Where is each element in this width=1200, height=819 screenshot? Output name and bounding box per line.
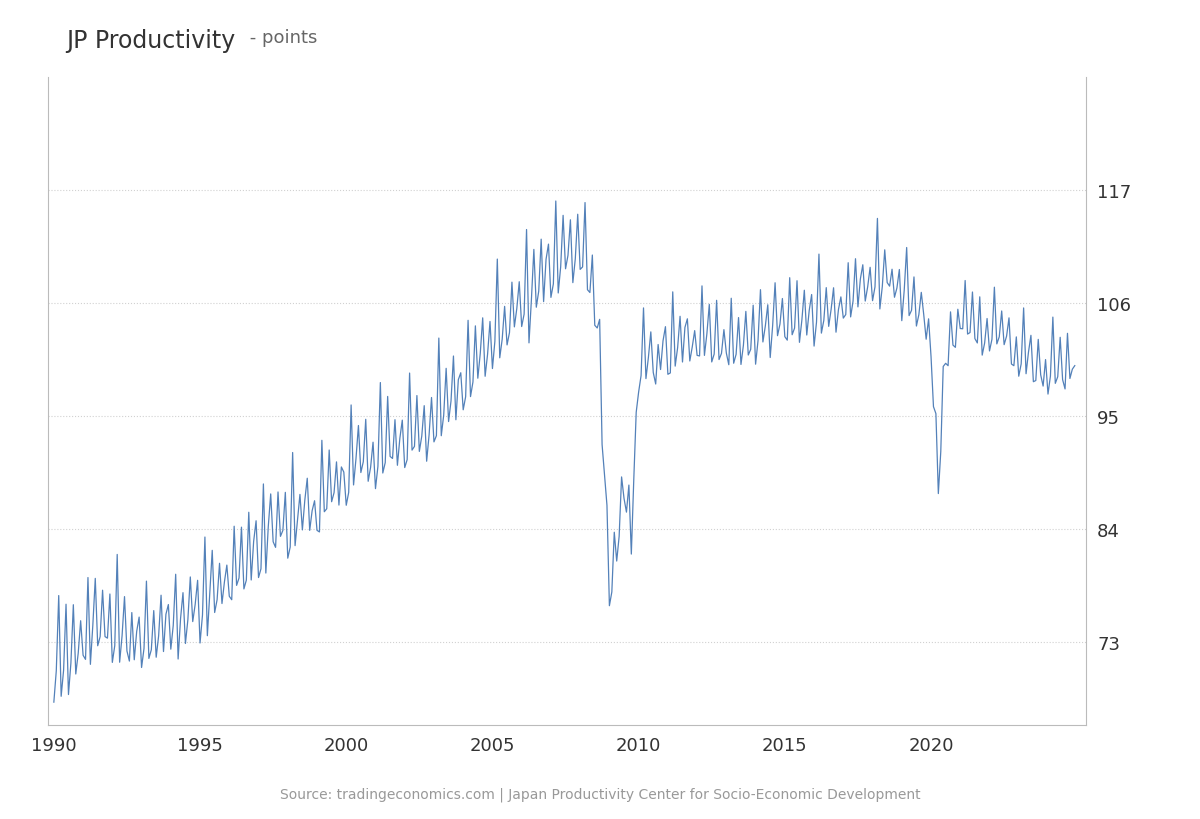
Text: - points: - points: [244, 29, 317, 47]
Text: JP Productivity: JP Productivity: [66, 29, 235, 52]
Text: Source: tradingeconomics.com | Japan Productivity Center for Socio-Economic Deve: Source: tradingeconomics.com | Japan Pro…: [280, 786, 920, 801]
